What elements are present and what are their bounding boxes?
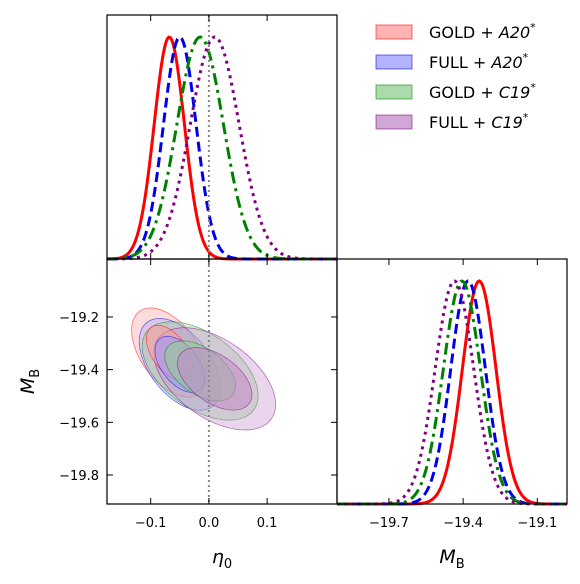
MB-ytick-label: −19.6 <box>59 416 99 431</box>
eta0-marginal-1 <box>106 35 337 261</box>
eta0-axis-label: η0 <box>212 546 232 572</box>
MB-xtick-label: −19.4 <box>443 516 483 531</box>
legend: GOLD + A20* FULL + A20* GOLD + C19* FULL + … <box>375 21 536 132</box>
MB-y-axis-label: MB <box>17 369 43 394</box>
legend-swatch-3 <box>375 114 413 130</box>
contour-fills <box>131 307 276 431</box>
legend-label-1: FULL + A20* <box>429 51 529 72</box>
panel-frame-br <box>336 258 568 505</box>
legend-label-3: FULL + C19* <box>429 111 529 132</box>
MB-x-axis-label: MB <box>439 546 464 572</box>
MB-marginal-1 <box>337 279 567 506</box>
legend-label-0: GOLD + A20* <box>429 21 536 42</box>
eta0-marginal-3 <box>106 35 337 261</box>
eta0-marginal-0 <box>106 35 337 261</box>
MB-xtick-label: −19.7 <box>369 516 409 531</box>
eta0-marginal-2 <box>106 35 337 261</box>
axis-ticks: −0.1 0.0 0.1 −19.2 −19.4 −19.6 −19.8 −19.7 −19.4… <box>59 15 557 531</box>
legend-swatch-0 <box>375 24 413 40</box>
MB-ytick-label: −19.4 <box>59 364 99 379</box>
MB-xtick-label: −19.1 <box>517 516 557 531</box>
MB-ytick-label: −19.8 <box>59 469 99 484</box>
legend-swatch-2 <box>375 84 413 100</box>
MB-marginal-0 <box>337 279 567 506</box>
eta0-tick-label: −0.1 <box>135 516 167 531</box>
axis-labels: η0 MB MB <box>17 369 465 572</box>
legend-label-2: GOLD + C19* <box>429 81 536 102</box>
MB-marginal-3 <box>337 279 567 506</box>
panel-frames <box>106 14 568 505</box>
MB-marginal-2 <box>337 279 567 506</box>
MB-ytick-label: −19.2 <box>59 311 99 326</box>
eta0-tick-label: 0.1 <box>257 516 278 531</box>
legend-swatch-1 <box>375 54 413 70</box>
contour-c19-3-level-1.52 <box>177 347 253 411</box>
eta0-tick-label: 0.0 <box>199 516 220 531</box>
